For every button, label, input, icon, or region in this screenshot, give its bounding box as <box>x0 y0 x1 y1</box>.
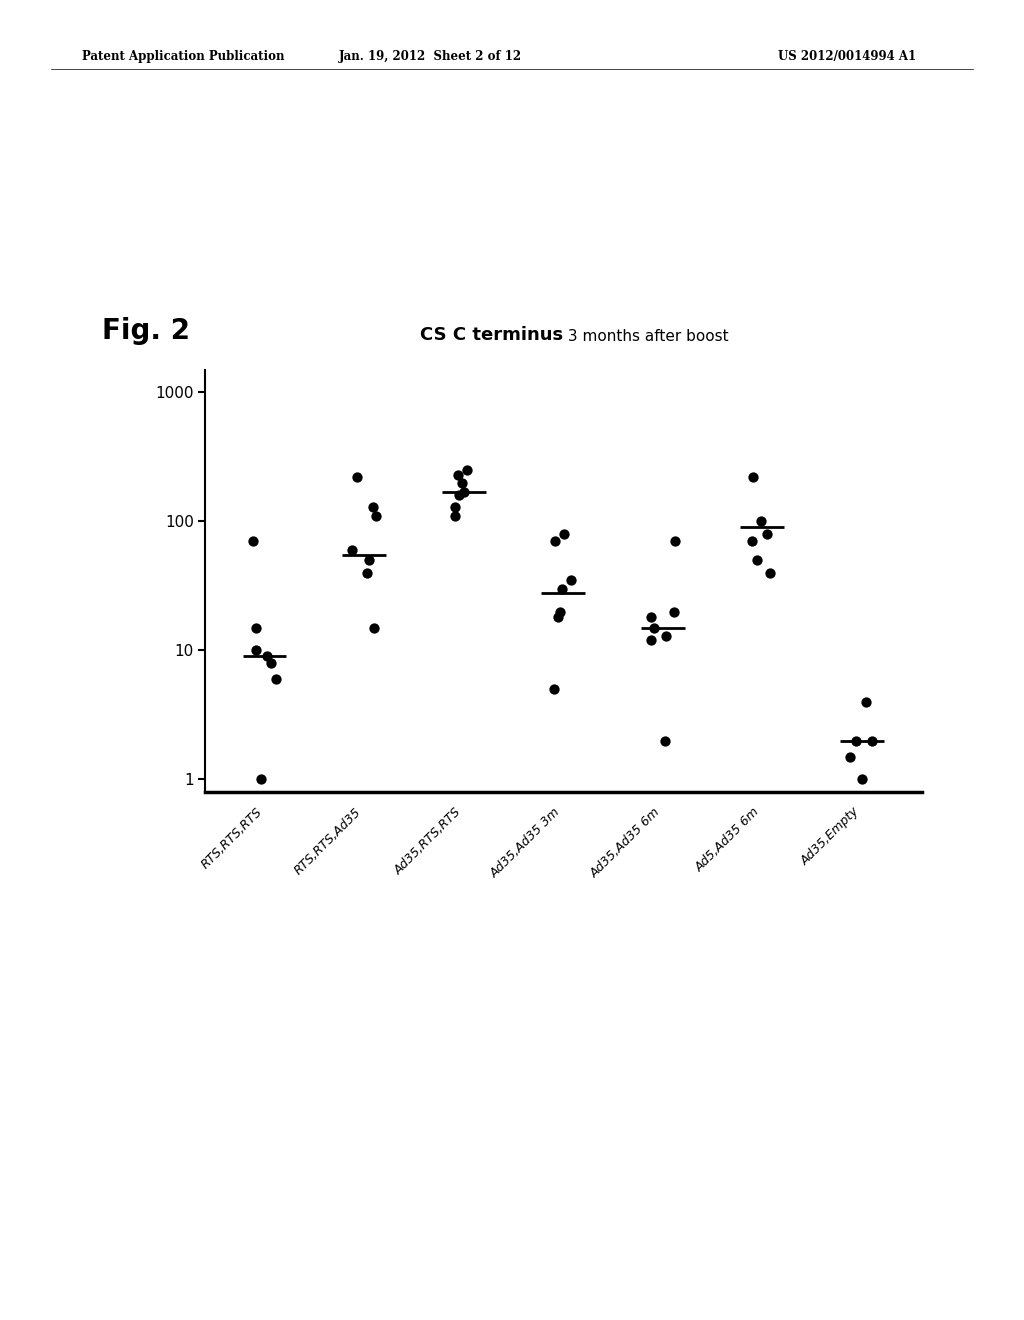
Point <box>268 668 285 689</box>
Point <box>554 578 570 599</box>
Text: Jan. 19, 2012  Sheet 2 of 12: Jan. 19, 2012 Sheet 2 of 12 <box>339 50 521 63</box>
Point <box>547 531 563 552</box>
Point <box>657 730 674 751</box>
Text: Ad35,Empty: Ad35,Empty <box>799 805 862 869</box>
Point <box>248 640 264 661</box>
Text: RTS,RTS,Ad35: RTS,RTS,Ad35 <box>292 805 365 876</box>
Point <box>253 770 269 791</box>
Point <box>744 467 761 488</box>
Point <box>555 523 571 544</box>
Point <box>361 549 378 570</box>
Point <box>454 473 470 494</box>
Point <box>343 540 359 561</box>
Point <box>854 770 870 791</box>
Point <box>643 607 659 628</box>
Point <box>358 562 375 583</box>
Point <box>456 480 472 502</box>
Point <box>262 652 279 673</box>
Text: RTS,RTS,RTS: RTS,RTS,RTS <box>199 805 264 871</box>
Text: Ad5,Ad35 6m: Ad5,Ad35 6m <box>693 805 762 874</box>
Point <box>657 626 674 647</box>
Point <box>762 562 778 583</box>
Point <box>858 692 874 713</box>
Point <box>259 645 275 667</box>
Point <box>562 570 579 591</box>
Point <box>743 531 760 552</box>
Point <box>864 730 881 751</box>
Text: CS C terminus: CS C terminus <box>420 326 563 345</box>
Point <box>550 607 566 628</box>
Text: Ad35,RTS,RTS: Ad35,RTS,RTS <box>392 805 464 876</box>
Point <box>546 678 562 700</box>
Point <box>643 630 659 651</box>
Point <box>646 618 663 639</box>
Point <box>451 484 467 506</box>
Point <box>759 523 775 544</box>
Point <box>459 459 475 480</box>
Point <box>750 549 766 570</box>
Point <box>842 746 858 767</box>
Point <box>753 511 769 532</box>
Point <box>552 601 568 622</box>
Point <box>365 496 381 517</box>
Point <box>451 465 467 486</box>
Text: Ad35,Ad35 6m: Ad35,Ad35 6m <box>588 805 663 880</box>
Point <box>447 506 464 527</box>
Text: Ad35,Ad35 3m: Ad35,Ad35 3m <box>488 805 563 880</box>
Point <box>667 601 683 622</box>
Point <box>245 531 261 552</box>
Point <box>348 467 365 488</box>
Text: US 2012/0014994 A1: US 2012/0014994 A1 <box>778 50 916 63</box>
Point <box>447 496 464 517</box>
Point <box>366 618 382 639</box>
Text: 3 months after boost: 3 months after boost <box>563 329 729 345</box>
Point <box>368 506 384 527</box>
Point <box>667 531 683 552</box>
Text: Fig. 2: Fig. 2 <box>102 317 190 345</box>
Text: Patent Application Publication: Patent Application Publication <box>82 50 285 63</box>
Point <box>248 618 264 639</box>
Point <box>848 730 864 751</box>
